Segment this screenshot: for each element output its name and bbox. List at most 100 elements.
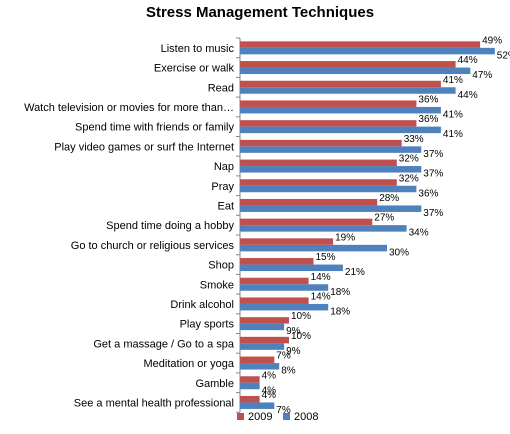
data-label-2008: 7% xyxy=(276,405,291,416)
data-label-2008: 44% xyxy=(458,90,478,101)
data-label-2008: 21% xyxy=(345,267,365,278)
bar-2008 xyxy=(240,87,456,94)
bar-2008 xyxy=(240,225,407,232)
data-label-2008: 9% xyxy=(286,346,301,357)
bar-2009 xyxy=(240,317,289,324)
category-label: Play video games or surf the Internet xyxy=(54,141,234,153)
bar-2009 xyxy=(240,41,481,48)
category-label: Pray xyxy=(211,181,234,193)
category-axis xyxy=(236,37,241,413)
bar-2008 xyxy=(240,185,417,193)
data-label-2009: 44% xyxy=(458,55,478,66)
data-label-2008: 37% xyxy=(423,169,443,180)
category-label: Shop xyxy=(208,260,234,272)
category-label: Gamble xyxy=(195,378,234,390)
bar-2008 xyxy=(240,67,471,75)
bar-2008 xyxy=(240,363,280,370)
data-label-2009: 19% xyxy=(335,232,355,243)
category-label: Listen to music xyxy=(161,43,235,55)
data-label-2009: 33% xyxy=(404,134,424,145)
bar-2008 xyxy=(240,244,387,252)
bar-2008 xyxy=(240,106,441,114)
legend-label-2009: 2009 xyxy=(248,411,272,423)
bar-2009 xyxy=(240,80,441,88)
bar-2009 xyxy=(240,120,417,127)
bar-2008 xyxy=(240,402,275,409)
category-label: Drink alcohol xyxy=(170,299,234,311)
category-label: Play sports xyxy=(180,319,235,331)
bar-2009 xyxy=(240,297,309,304)
data-label-2009: 27% xyxy=(374,213,394,224)
bar-2008 xyxy=(240,303,329,311)
data-label-2009: 49% xyxy=(482,35,502,46)
category-label: See a mental health professional xyxy=(74,397,234,409)
bar-2009 xyxy=(240,198,378,206)
bar-2009 xyxy=(240,277,309,285)
category-label: Eat xyxy=(217,200,234,212)
data-labels: 49% 52% 44% 47% 41% 44% 36% 41% 36% 41% 33% 37% 32% 3… xyxy=(262,35,510,416)
category-label: Go to church or religious services xyxy=(71,240,235,252)
data-label-2008: 37% xyxy=(423,149,443,160)
category-label: Watch television or movies for more than… xyxy=(24,102,234,114)
data-label-2008: 36% xyxy=(418,188,438,199)
data-label-2009: 14% xyxy=(311,291,331,302)
data-label-2008: 37% xyxy=(423,208,443,219)
data-label-2009: 4% xyxy=(262,390,277,401)
bar-2008 xyxy=(240,166,422,173)
category-label: Nap xyxy=(214,161,234,173)
bar-2008 xyxy=(240,264,343,272)
bar-2008 xyxy=(240,126,441,134)
data-label-2009: 32% xyxy=(399,154,419,165)
data-label-2008: 41% xyxy=(443,129,463,140)
bar-2008 xyxy=(240,323,285,331)
data-label-2008: 52% xyxy=(497,50,510,61)
data-label-2008: 41% xyxy=(443,109,463,120)
data-label-2008: 4% xyxy=(262,385,277,396)
data-label-2009: 14% xyxy=(311,272,331,283)
bar-2009 xyxy=(240,61,456,68)
bar-2009 xyxy=(240,336,289,344)
legend-swatch-2009 xyxy=(237,413,244,420)
category-label: Read xyxy=(208,82,234,94)
bar-2008 xyxy=(240,343,285,350)
chart-title: Stress Management Techniques xyxy=(146,4,374,21)
bar-2009 xyxy=(240,218,373,226)
bar-2008 xyxy=(240,382,260,390)
category-label: Smoke xyxy=(200,279,234,291)
data-label-2009: 32% xyxy=(399,173,419,184)
category-labels: Listen to music Exercise or walk Read Watch… xyxy=(24,43,235,410)
category-label: Get a massage / Go to a spa xyxy=(93,338,235,350)
legend: 2009 2008 xyxy=(237,411,318,423)
category-label: Spend time doing a hobby xyxy=(106,220,234,232)
bar-2009 xyxy=(240,100,417,107)
data-label-2009: 7% xyxy=(276,351,291,362)
data-label-2008: 30% xyxy=(389,247,409,258)
data-label-2009: 15% xyxy=(316,252,336,263)
bar-2008 xyxy=(240,146,422,153)
category-label: Spend time with friends or family xyxy=(75,122,234,134)
bar-2009 xyxy=(240,376,260,383)
category-label: Exercise or walk xyxy=(154,63,235,75)
bar-2009 xyxy=(240,159,397,167)
bar-2009 xyxy=(240,258,314,265)
bar-2008 xyxy=(240,284,329,291)
data-label-2008: 18% xyxy=(330,287,350,298)
data-label-2009: 36% xyxy=(418,114,438,125)
category-label: Meditation or yoga xyxy=(144,358,235,370)
bar-2009 xyxy=(240,139,402,147)
bar-2008 xyxy=(240,47,495,55)
bars xyxy=(240,41,495,409)
data-label-2008: 18% xyxy=(330,306,350,317)
bar-2009 xyxy=(240,238,334,245)
data-label-2009: 4% xyxy=(262,370,277,381)
data-label-2009: 10% xyxy=(291,311,311,322)
legend-label-2008: 2008 xyxy=(294,411,318,423)
data-label-2008: 34% xyxy=(409,228,429,239)
data-label-2009: 10% xyxy=(291,331,311,342)
bar-2009 xyxy=(240,179,397,186)
bar-2009 xyxy=(240,356,275,364)
data-label-2008: 8% xyxy=(281,366,296,377)
data-label-2009: 36% xyxy=(418,94,438,105)
bar-2009 xyxy=(240,395,260,403)
